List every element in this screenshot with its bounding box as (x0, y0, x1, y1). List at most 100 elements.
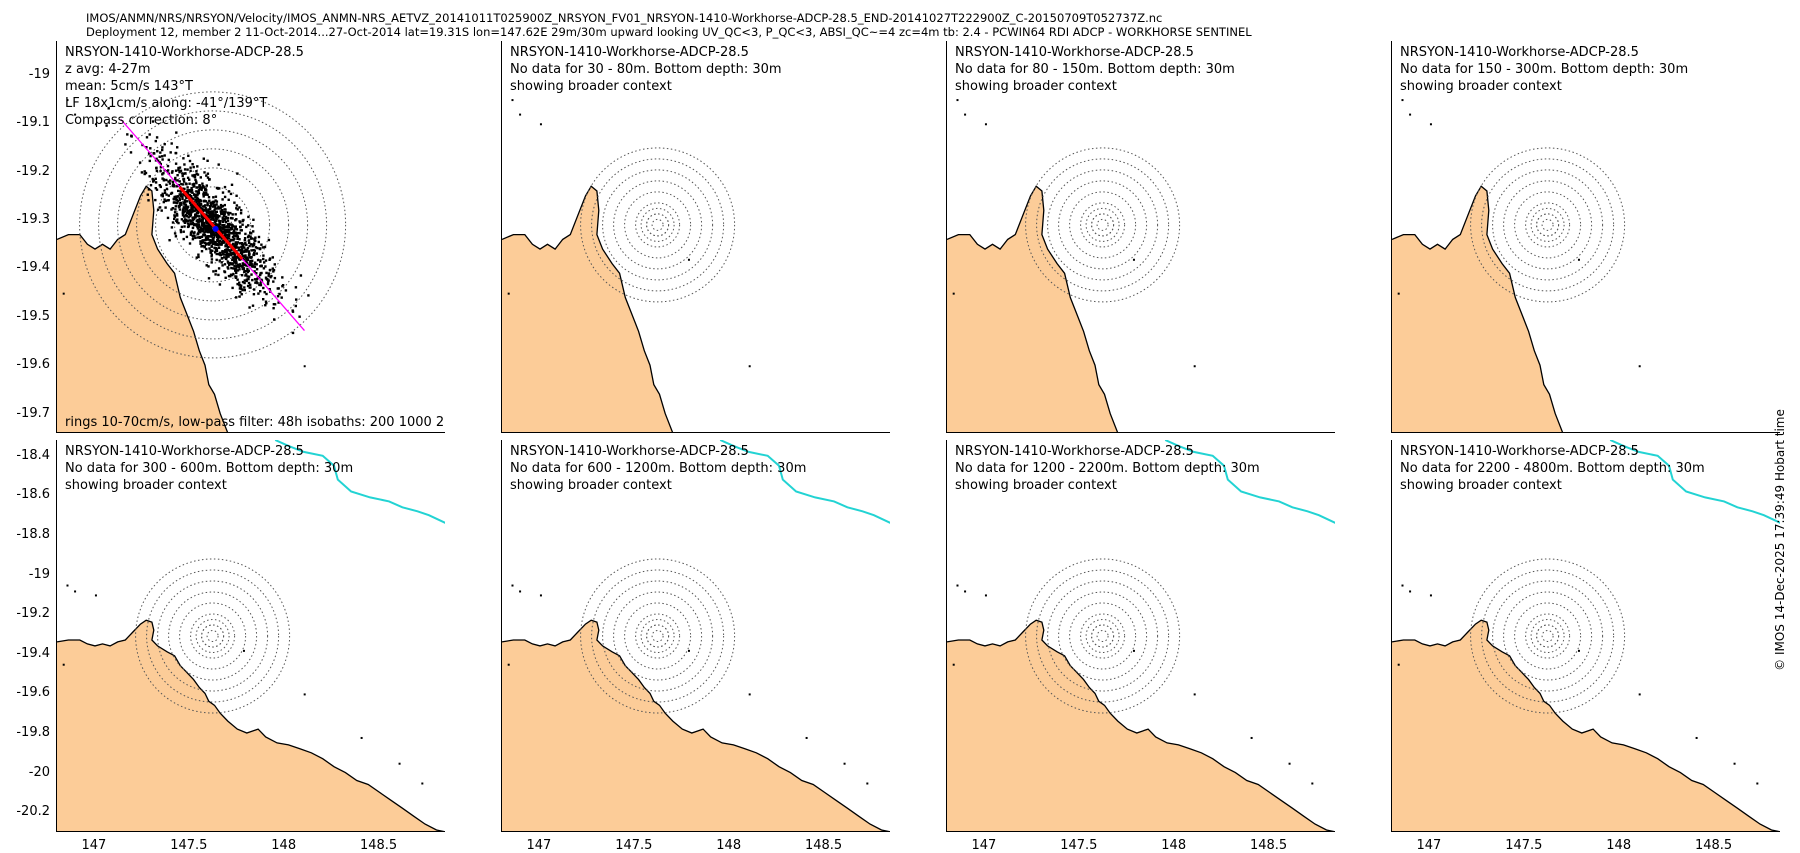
velocity-point (237, 265, 241, 268)
velocity-point (161, 158, 164, 161)
land-area (1392, 620, 1777, 831)
velocity-point (229, 261, 232, 265)
velocity-point (242, 263, 245, 266)
velocity-point (191, 191, 194, 194)
velocity-point (206, 201, 209, 205)
velocity-point (294, 304, 297, 308)
velocity-point (246, 270, 250, 274)
velocity-point (241, 280, 245, 284)
lowpass-track (178, 186, 244, 260)
velocity-point (183, 203, 186, 206)
velocity-point (144, 171, 148, 175)
velocity-point (177, 200, 180, 203)
velocity-point (207, 223, 210, 226)
island-speck (1132, 258, 1135, 261)
velocity-point (155, 169, 159, 173)
velocity-point (244, 232, 247, 236)
reef-isobath (1609, 440, 1780, 524)
velocity-point (257, 240, 260, 244)
velocity-point (266, 277, 269, 281)
velocity-point (130, 134, 133, 137)
velocity-point (188, 209, 192, 212)
velocity-point (147, 199, 150, 202)
velocity-point (158, 184, 161, 187)
velocity-point (181, 174, 184, 178)
velocity-point (238, 295, 241, 298)
velocity-point (214, 269, 218, 273)
velocity-point (170, 226, 174, 229)
velocity-point (194, 215, 197, 219)
velocity-point (226, 260, 230, 263)
velocity-point (244, 248, 247, 251)
velocity-point (221, 205, 225, 208)
velocity-point (235, 228, 239, 231)
velocity-point (264, 259, 268, 262)
velocity-point (252, 249, 255, 252)
velocity-point (202, 185, 205, 188)
velocity-point (227, 237, 231, 240)
velocity-point (224, 230, 228, 233)
velocity-point (236, 235, 240, 239)
y-tick-label: -19.7 (16, 405, 50, 421)
velocity-point (229, 192, 233, 196)
velocity-point (220, 209, 224, 212)
velocity-point (260, 265, 263, 268)
velocity-ring (1047, 169, 1159, 281)
velocity-point (217, 206, 220, 210)
velocity-point (265, 302, 268, 305)
island-speck (511, 99, 514, 102)
velocity-point (238, 248, 241, 252)
velocity-point (164, 206, 167, 209)
velocity-point (221, 216, 224, 219)
velocity-point (189, 169, 192, 172)
velocity-point (245, 225, 248, 229)
velocity-ring (635, 202, 681, 248)
island-speck (303, 365, 306, 368)
island-speck (1193, 365, 1196, 368)
velocity-point (186, 206, 190, 209)
velocity-point (198, 230, 201, 233)
velocity-point (223, 218, 226, 221)
velocity-point (232, 239, 235, 242)
velocity-point (159, 151, 162, 154)
velocity-point (202, 239, 205, 242)
velocity-point (218, 236, 221, 239)
velocity-point (227, 225, 230, 229)
island-speck (687, 649, 690, 652)
velocity-point (273, 263, 276, 266)
velocity-point (245, 273, 248, 276)
velocity-point (239, 290, 242, 294)
velocity-point (253, 237, 256, 241)
velocity-point (223, 263, 227, 266)
panel-title: NRSYON-1410-Workhorse-ADCP-28.5 (955, 45, 1194, 60)
velocity-point (202, 228, 205, 232)
island-speck (866, 782, 869, 785)
velocity-point (198, 218, 201, 221)
velocity-point (226, 233, 229, 237)
velocity-point (295, 298, 298, 301)
velocity-ring (580, 558, 736, 714)
x-tick-label: 148 (1606, 838, 1632, 853)
velocity-point (251, 225, 254, 228)
island-speck (1311, 782, 1314, 785)
velocity-point (215, 210, 218, 213)
velocity-point (209, 213, 213, 216)
velocity-ring (613, 180, 703, 270)
y-tick-label: -19.2 (16, 163, 50, 179)
velocity-point (151, 120, 155, 123)
velocity-point (242, 254, 245, 258)
velocity-point (219, 203, 223, 207)
velocity-point (259, 283, 263, 287)
velocity-point (164, 199, 167, 203)
velocity-ring (646, 213, 670, 237)
island-speck (1288, 762, 1291, 765)
velocity-point (235, 244, 238, 247)
panel-info-line: No data for 300 - 600m. Bottom depth: 30… (65, 461, 354, 476)
velocity-point (238, 242, 242, 245)
velocity-point (246, 275, 249, 278)
velocity-point (246, 248, 249, 251)
velocity-ring (1036, 569, 1170, 703)
velocity-point (195, 186, 198, 189)
velocity-ring (624, 602, 692, 670)
velocity-point (277, 287, 280, 290)
